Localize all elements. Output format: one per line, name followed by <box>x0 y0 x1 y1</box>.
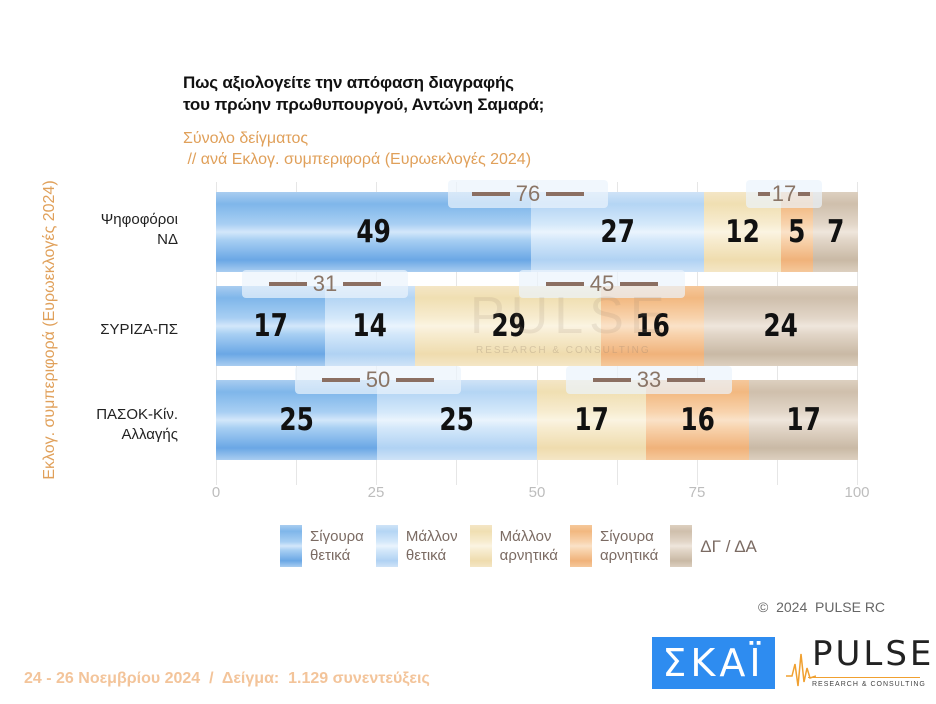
legend-swatch <box>670 525 693 567</box>
footer-fieldwork-info: 24 - 26 Νοεμβρίου 2024 / Δείγμα: 1.129 σ… <box>24 670 430 687</box>
title-line-1: Πως αξιολογείτε την απόφαση διαγραφής <box>183 73 514 92</box>
legend-item-rather-negative: Μάλλον αρνητικά <box>469 525 558 567</box>
x-tick: 0 <box>211 484 221 501</box>
plot-area: 49 27 12 5 7 76 17 17 14 29 16 24 31 45 … <box>216 180 858 485</box>
pulse-wave-icon <box>786 653 816 687</box>
legend-item-rather-positive: Μάλλον θετικά <box>375 525 458 567</box>
bar-row-syriza: 17 14 29 16 24 <box>216 286 858 366</box>
category-label-line: ΝΔ <box>157 231 178 248</box>
bar-segment-dk-na: 17 <box>748 380 858 460</box>
legend-item-sure-positive: Σίγουρα θετικά <box>280 525 364 567</box>
category-label-nd: Ψηφοφόροι ΝΔ <box>101 210 178 250</box>
x-tick: 25 <box>367 484 385 501</box>
legend: Σίγουρα θετικά Μάλλον θετικά Μάλλον αρνητικ… <box>280 525 769 567</box>
bar-segment-sure-positive: 17 <box>216 286 326 366</box>
chart-subtitle: Σύνολο δείγματος // ανά Εκλογ. συμπεριφο… <box>183 128 531 170</box>
watermark-subtext: RESEARCH & CONSULTING <box>476 345 651 356</box>
category-label-line: ΠΑΣΟΚ-Κίν. <box>96 406 178 423</box>
x-tick: 50 <box>528 484 546 501</box>
category-label-line: ΣΥΡΙΖΑ-ΠΣ <box>100 321 178 338</box>
bar-segment-sure-negative: 16 <box>601 286 704 366</box>
bar-segment-dk-na: 24 <box>703 286 858 366</box>
positive-total-badge: 31 <box>242 270 408 298</box>
pulse-logo: PULSE RESEARCH & CONSULTING <box>786 634 931 692</box>
legend-swatch <box>375 525 398 567</box>
category-label-pasok: ΠΑΣΟΚ-Κίν. Αλλαγής <box>96 405 178 445</box>
legend-item-dk-na: ΔΓ / ΔΑ <box>670 525 757 567</box>
positive-total-badge: 76 <box>448 180 608 208</box>
category-label-syriza: ΣΥΡΙΖΑ-ΠΣ <box>100 320 178 340</box>
y-axis-label: Εκλογ. συμπεριφορά (Ευρωεκλογές 2024) <box>41 180 58 480</box>
chart-title: Πως αξιολογείτε την απόφαση διαγραφής το… <box>183 72 544 116</box>
bar-segment-rather-negative: 29 <box>415 286 602 366</box>
x-tick: 100 <box>844 484 870 501</box>
negative-total-badge: 33 <box>566 366 732 394</box>
skai-logo: ΣΚΑΪ <box>652 637 775 689</box>
subtitle-line-1: Σύνολο δείγματος <box>183 130 309 147</box>
title-line-2: του πρώην πρωθυπουργού, Αντώνη Σαμαρά; <box>183 95 545 114</box>
negative-total-badge: 45 <box>519 270 685 298</box>
category-label-line: Αλλαγής <box>121 426 178 443</box>
x-tick: 75 <box>688 484 706 501</box>
bar-segment-rather-positive: 14 <box>325 286 415 366</box>
subtitle-line-2: // ανά Εκλογ. συμπεριφορά (Ευρωεκλογές 2… <box>183 151 532 168</box>
bar-segment-dk-na: 7 <box>813 192 858 272</box>
legend-item-sure-negative: Σίγουρα αρνητικά <box>569 525 658 567</box>
positive-total-badge: 50 <box>295 366 461 394</box>
bar-segment-rather-negative: 12 <box>703 192 781 272</box>
negative-total-badge: 17 <box>746 180 822 208</box>
legend-swatch <box>280 525 302 567</box>
watermark-logo: PULSE <box>470 287 671 345</box>
copyright: © 2024 PULSE RC <box>758 599 886 615</box>
legend-swatch <box>569 525 592 567</box>
legend-swatch <box>469 525 492 567</box>
category-label-line: Ψηφοφόροι <box>100 211 178 228</box>
